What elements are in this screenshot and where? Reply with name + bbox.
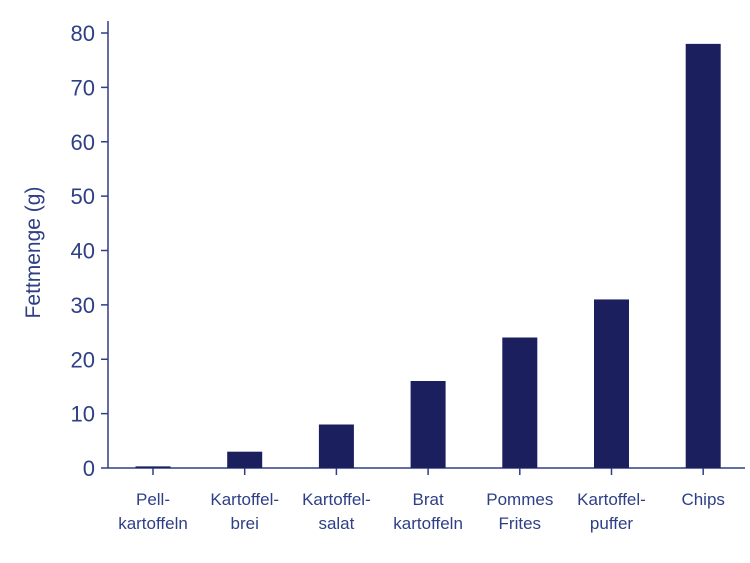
y-tick-label: 20 [71, 347, 95, 372]
y-tick-label: 50 [71, 184, 95, 209]
y-tick-label: 60 [71, 130, 95, 155]
x-tick-label: Kartoffel- [577, 490, 646, 509]
x-tick-label: Pell- [136, 490, 170, 509]
x-axis [108, 467, 745, 475]
category-labels: Pell-kartoffeln Kartoffel-brei Kartoffel-s… [118, 490, 725, 533]
y-tick-label: 30 [71, 293, 95, 318]
y-axis: 0 10 20 30 40 50 60 70 80 [71, 21, 109, 481]
bar [502, 337, 538, 468]
x-tick-label: salat [318, 514, 354, 533]
x-tick-label: kartoffeln [118, 514, 188, 533]
y-axis-title: Fettmenge (g) [22, 187, 45, 319]
bar [685, 43, 721, 468]
x-tick-label: kartoffeln [393, 514, 463, 533]
y-tick-label: 0 [83, 456, 95, 481]
x-tick-label: Pommes [486, 490, 553, 509]
y-tick-label: 10 [71, 402, 95, 427]
x-tick-label: puffer [590, 514, 634, 533]
x-tick-label: Frites [499, 514, 542, 533]
y-tick-label: 40 [71, 239, 95, 264]
x-tick-label: Kartoffel- [302, 490, 371, 509]
bar [594, 299, 629, 468]
bar [318, 424, 354, 468]
bars [135, 43, 721, 468]
y-tick-label: 80 [71, 21, 95, 46]
x-tick-label: Brat [413, 490, 444, 509]
bar [410, 381, 446, 468]
x-tick-label: Chips [681, 490, 724, 509]
x-tick-label: Kartoffel- [210, 490, 279, 509]
x-tick-label: brei [231, 514, 259, 533]
bar [135, 466, 171, 468]
y-tick-label: 70 [71, 75, 95, 100]
bar [227, 451, 263, 468]
